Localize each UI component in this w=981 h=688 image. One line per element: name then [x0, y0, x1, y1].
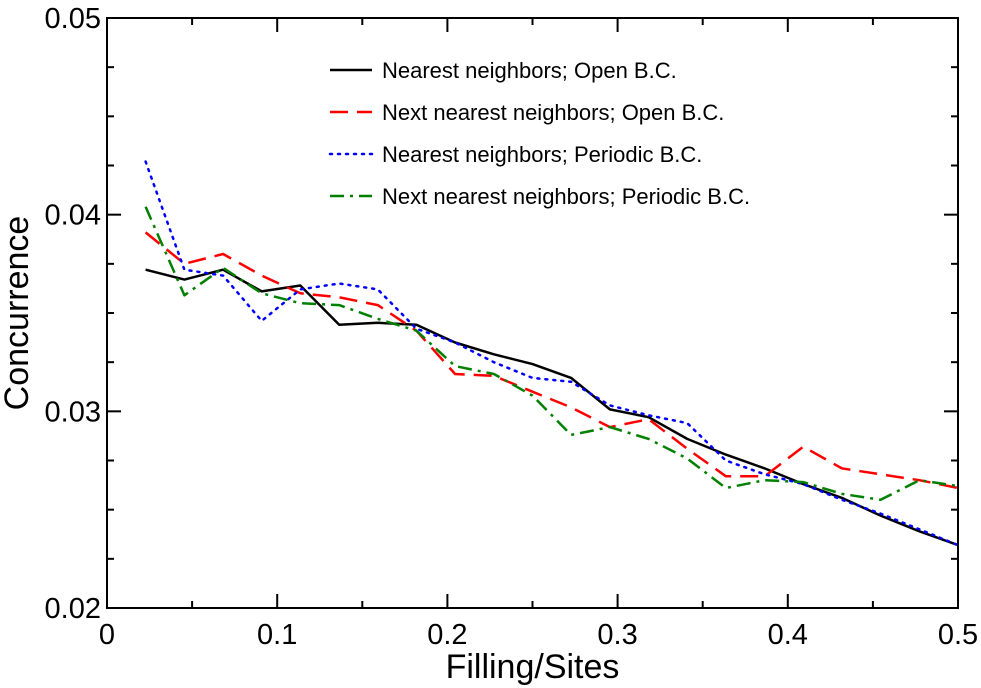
x-tick-labels: 0 0.1 0.2 0.3 0.4 0.5 [99, 619, 978, 651]
x-tick-label: 0.1 [257, 619, 297, 651]
x-tick-label: 0.4 [768, 619, 808, 651]
legend-label-3: Nearest neighbors; Periodic B.C. [382, 142, 702, 167]
legend-label-2: Next nearest neighbors; Open B.C. [382, 100, 724, 125]
ticks-layer [106, 17, 959, 609]
legend-label-1: Nearest neighbors; Open B.C. [382, 58, 677, 83]
legend: Nearest neighbors; Open B.C. Next nearest… [328, 58, 750, 209]
y-tick-label: 0.04 [45, 200, 101, 232]
y-tick-label: 0.02 [45, 593, 101, 625]
x-axis-title: Filling/Sites [446, 648, 620, 686]
series-line-4 [144, 206, 959, 502]
series-layer [144, 160, 960, 547]
legend-label-4: Next nearest neighbors; Periodic B.C. [382, 184, 750, 209]
y-axis-title: Concurrence [0, 216, 36, 411]
series-line-2 [144, 231, 959, 490]
x-tick-label: 0.3 [597, 619, 637, 651]
y-tick-labels: 0.02 0.03 0.04 0.05 [45, 3, 101, 625]
y-tick-label: 0.05 [45, 3, 101, 35]
x-tick-label: 0.2 [427, 619, 467, 651]
x-tick-label: 0.5 [938, 619, 978, 651]
series-line-3 [144, 160, 960, 547]
x-tick-label: 0 [99, 619, 115, 651]
y-tick-label: 0.03 [45, 396, 101, 428]
